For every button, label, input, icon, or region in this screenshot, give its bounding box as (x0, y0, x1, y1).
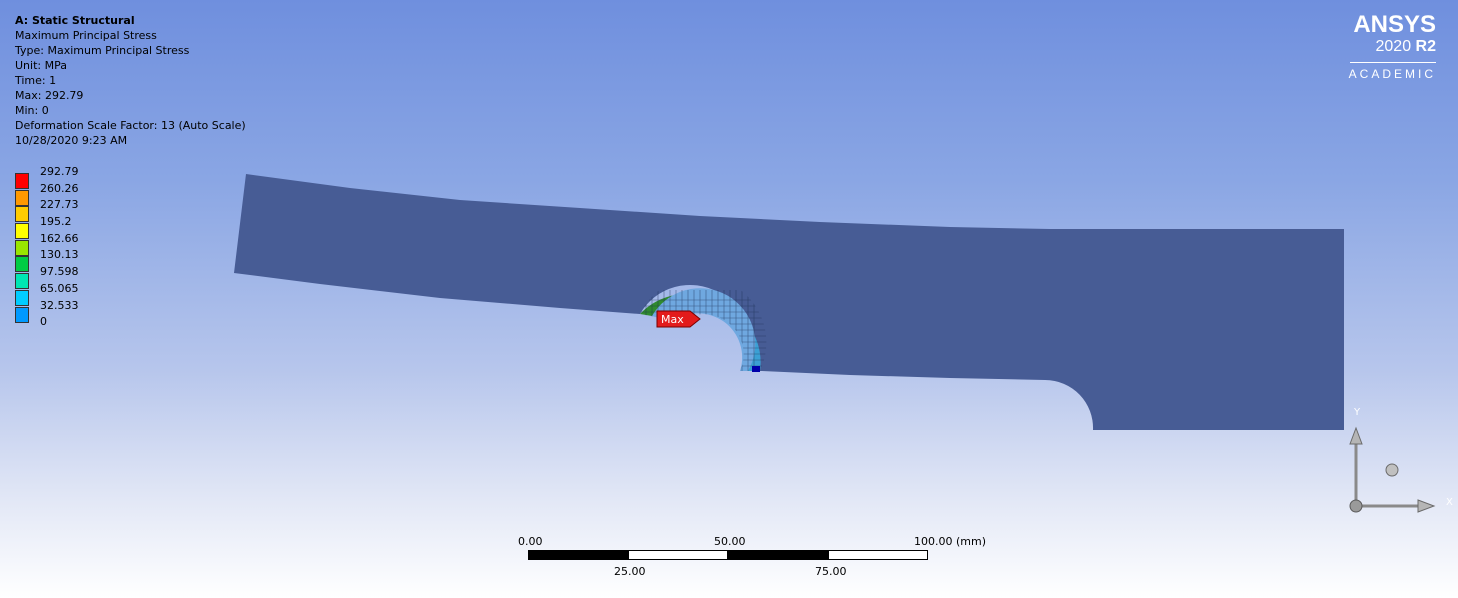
legend-value: 0 (40, 315, 47, 329)
info-line: Deformation Scale Factor: 13 (Auto Scale… (15, 119, 246, 132)
min-point (752, 366, 760, 372)
max-probe-label: Max (661, 313, 684, 326)
info-line: Unit: MPa (15, 59, 67, 72)
info-line: 10/28/2020 9:23 AM (15, 134, 128, 147)
legend-swatch (15, 223, 29, 240)
brand-edition: ACADEMIC (1348, 67, 1436, 81)
scale-label: 75.00 (815, 565, 847, 578)
x-axis-label: X (1446, 497, 1453, 508)
legend-swatch (15, 173, 29, 189)
scale-label: 0.00 (518, 535, 543, 548)
ansys-logo: ANSYS 2020 R2 ACADEMIC (1349, 12, 1436, 81)
scale-segment (528, 550, 628, 560)
scale-segment (828, 550, 928, 560)
legend-swatch (15, 239, 29, 256)
legend-value: 162.66 (40, 231, 79, 245)
max-probe-tag[interactable]: Max (656, 310, 702, 328)
info-line: Maximum Principal Stress (15, 29, 157, 42)
legend-value: 130.13 (40, 248, 79, 262)
scale-label: 25.00 (614, 565, 646, 578)
origin-icon (1349, 499, 1363, 513)
legend-value: 32.533 (40, 298, 79, 312)
deformed-body[interactable] (234, 174, 1344, 430)
legend-swatch (15, 256, 29, 273)
legend-swatch (15, 289, 29, 306)
legend-value: 292.79 (40, 165, 79, 178)
brand-version: 2020 R2 (1349, 38, 1437, 56)
scale-label: 50.00 (714, 535, 746, 548)
x-arrow-icon (1417, 499, 1436, 513)
brand-divider (1350, 62, 1436, 63)
brand-name: ANSYS (1353, 11, 1436, 38)
legend-swatch (15, 306, 29, 323)
legend-value: 260.26 (40, 181, 79, 195)
scale-bar: 0.00 50.00 100.00 (mm) 25.00 75.00 (518, 535, 986, 585)
coordinate-triad[interactable]: Y X (1340, 400, 1458, 520)
legend-value: 65.065 (40, 281, 79, 295)
analysis-title: A: Static Structural (15, 14, 135, 27)
contour-band-inner (652, 288, 756, 371)
y-arrow-icon (1349, 426, 1363, 445)
legend-swatch (15, 206, 29, 223)
scale-segment (628, 550, 728, 560)
scale-segment (728, 550, 828, 560)
info-line: Time: 1 (15, 74, 57, 87)
legend-value: 97.598 (40, 265, 79, 279)
legend-swatch (15, 189, 29, 206)
info-line: Max: 292.79 (15, 89, 84, 102)
info-line: Min: 0 (15, 104, 49, 117)
result-info: A: Static Structural Maximum Principal S… (15, 13, 246, 148)
y-axis-label: Y (1353, 407, 1361, 418)
legend-value: 227.73 (40, 198, 79, 212)
z-axis-icon[interactable] (1385, 463, 1399, 477)
legend-swatch (15, 273, 29, 290)
version-release: R2 (1415, 38, 1436, 55)
legend-value: 195.2 (40, 215, 72, 229)
info-line: Type: Maximum Principal Stress (15, 44, 190, 57)
version-year: 2020 (1375, 38, 1412, 55)
scale-label: 100.00 (mm) (914, 535, 986, 548)
